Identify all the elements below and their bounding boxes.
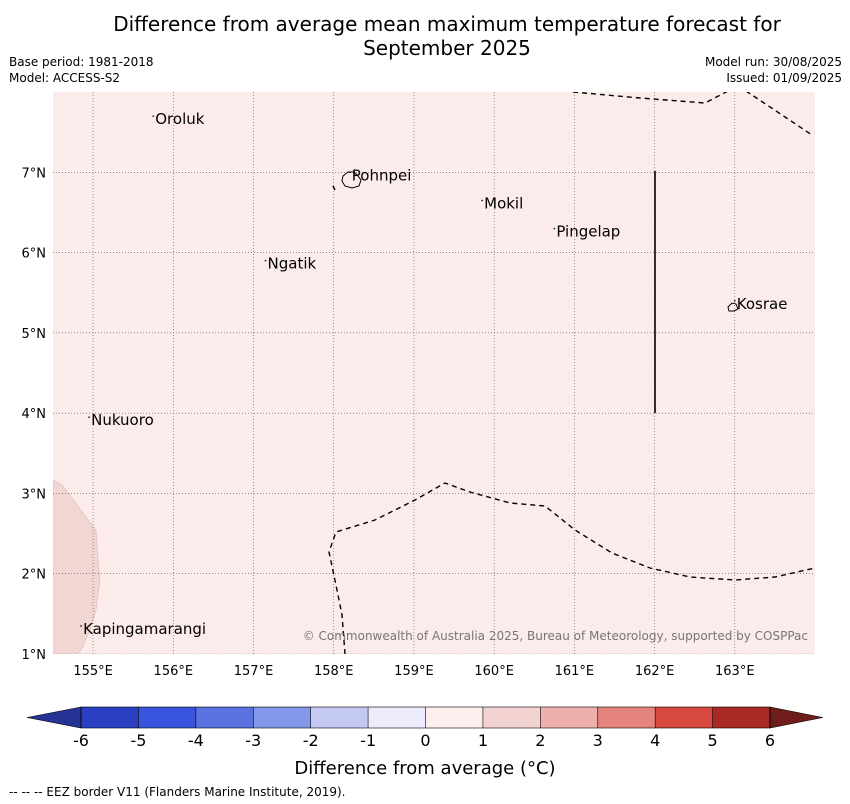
colorbar-extend-high	[769, 706, 824, 729]
lon-tick-label: 156°E	[154, 664, 194, 679]
colorbar-swatch	[81, 707, 139, 728]
meta-left: Base period: 1981-2018 Model: ACCESS-S2	[9, 54, 154, 86]
model-run: Model run: 30/08/2025	[704, 55, 842, 69]
colorbar: -6 -5 -4 -3 -2 -1 0 1 2 3 4 5 6	[26, 706, 824, 750]
issued-date: Issued: 01/09/2025	[726, 71, 842, 85]
colorbar-tick-label: -6	[73, 731, 89, 750]
pohnpei-island	[341, 171, 362, 189]
lat-tick-label: 3°N	[22, 487, 47, 502]
place-label: Pohnpei	[352, 166, 412, 184]
colorbar-swatch	[655, 707, 713, 728]
place-label: Kosrae	[737, 295, 788, 313]
colorbar-tick-label: 3	[593, 731, 603, 750]
colorbar-swatch	[195, 707, 254, 728]
title-line-2: September 2025	[363, 36, 531, 60]
colorbar-swatch	[482, 707, 541, 728]
lon-tick-label: 162°E	[635, 664, 675, 679]
meta-right: Model run: 30/08/2025 Issued: 01/09/2025	[705, 54, 842, 86]
lat-tick-label: 2°N	[22, 568, 47, 583]
colorbar-tick-label: 5	[707, 731, 717, 750]
eez-border-south	[328, 482, 815, 654]
colorbar-tick-label: -4	[188, 731, 204, 750]
copyright-text: © Commonwealth of Australia 2025, Bureau…	[303, 629, 808, 643]
colorbar-tick-label: -2	[303, 731, 319, 750]
colorbar-tick-label: 1	[478, 731, 488, 750]
colorbar-tick-label: 6	[765, 731, 775, 750]
place-marker	[264, 259, 267, 262]
colorbar-swatch	[540, 707, 598, 728]
place-marker	[88, 416, 90, 418]
colorbar-swatch	[597, 707, 656, 728]
lon-tick-label: 157°E	[234, 664, 274, 679]
place-marker	[481, 199, 483, 202]
warm-anomaly-patch	[53, 479, 101, 654]
colorbar-swatch	[253, 707, 311, 728]
graticule	[53, 92, 815, 654]
footer-note: -- -- -- EEZ border V11 (Flanders Marine…	[9, 785, 346, 799]
map-background	[53, 92, 815, 654]
lon-tick-label: 160°E	[474, 664, 514, 679]
title-line-1: Difference from average mean maximum tem…	[113, 12, 781, 36]
colorbar-tick-label: 4	[650, 731, 660, 750]
eez-border-fragment	[332, 185, 336, 191]
place-label: Kapingamarangi	[83, 620, 206, 638]
place-marker	[152, 115, 155, 117]
lon-tick-label: 155°E	[73, 664, 113, 679]
base-period: Base period: 1981-2018	[9, 55, 154, 69]
colorbar-extend-low	[26, 706, 82, 729]
place-marker	[348, 171, 351, 174]
colorbar-swatch	[712, 707, 770, 728]
place-label: Ngatik	[268, 255, 317, 273]
colorbar-swatch	[425, 707, 483, 728]
place-label: Pingelap	[556, 223, 620, 241]
place-label: Mokil	[484, 194, 523, 212]
latitude-labels: 7°N 6°N 5°N 4°N 3°N 2°N 1°N	[22, 166, 47, 663]
colorbar-tick-label: 0	[420, 731, 430, 750]
lat-tick-label: 7°N	[22, 166, 47, 181]
colorbar-swatch	[368, 707, 426, 728]
place-label: Nukuoro	[91, 411, 154, 429]
place-label: Oroluk	[155, 110, 204, 128]
colorbar-tick-label: -5	[130, 731, 146, 750]
model-name: Model: ACCESS-S2	[9, 71, 121, 85]
kosrae-island	[727, 302, 739, 312]
place-marker	[553, 227, 556, 230]
map-title: Difference from average mean maximum tem…	[0, 12, 850, 60]
colorbar-swatch	[138, 707, 196, 728]
lat-tick-label: 5°N	[22, 327, 47, 342]
place-marker	[733, 299, 736, 302]
colorbar-label: Difference from average (°C)	[294, 758, 555, 779]
colorbar-tick-label: 2	[535, 731, 545, 750]
place-labels: Oroluk Pohnpei Mokil Pingelap Ngatik Kosrae Nu…	[80, 110, 787, 638]
lat-tick-label: 4°N	[22, 407, 47, 422]
eez-border-north	[572, 92, 813, 136]
longitude-labels: 155°E 156°E 157°E 158°E 159°E 160°E 161°E 162°E…	[73, 664, 754, 679]
lon-tick-label: 161°E	[555, 664, 595, 679]
place-marker	[80, 625, 82, 627]
lon-tick-label: 159°E	[394, 664, 434, 679]
colorbar-tick-label: -3	[245, 731, 261, 750]
lat-tick-label: 6°N	[22, 247, 47, 262]
lat-tick-label: 1°N	[22, 648, 47, 663]
lon-tick-label: 158°E	[314, 664, 354, 679]
lon-tick-label: 163°E	[715, 664, 755, 679]
colorbar-swatch	[310, 707, 369, 728]
colorbar-tick-label: -1	[360, 731, 376, 750]
